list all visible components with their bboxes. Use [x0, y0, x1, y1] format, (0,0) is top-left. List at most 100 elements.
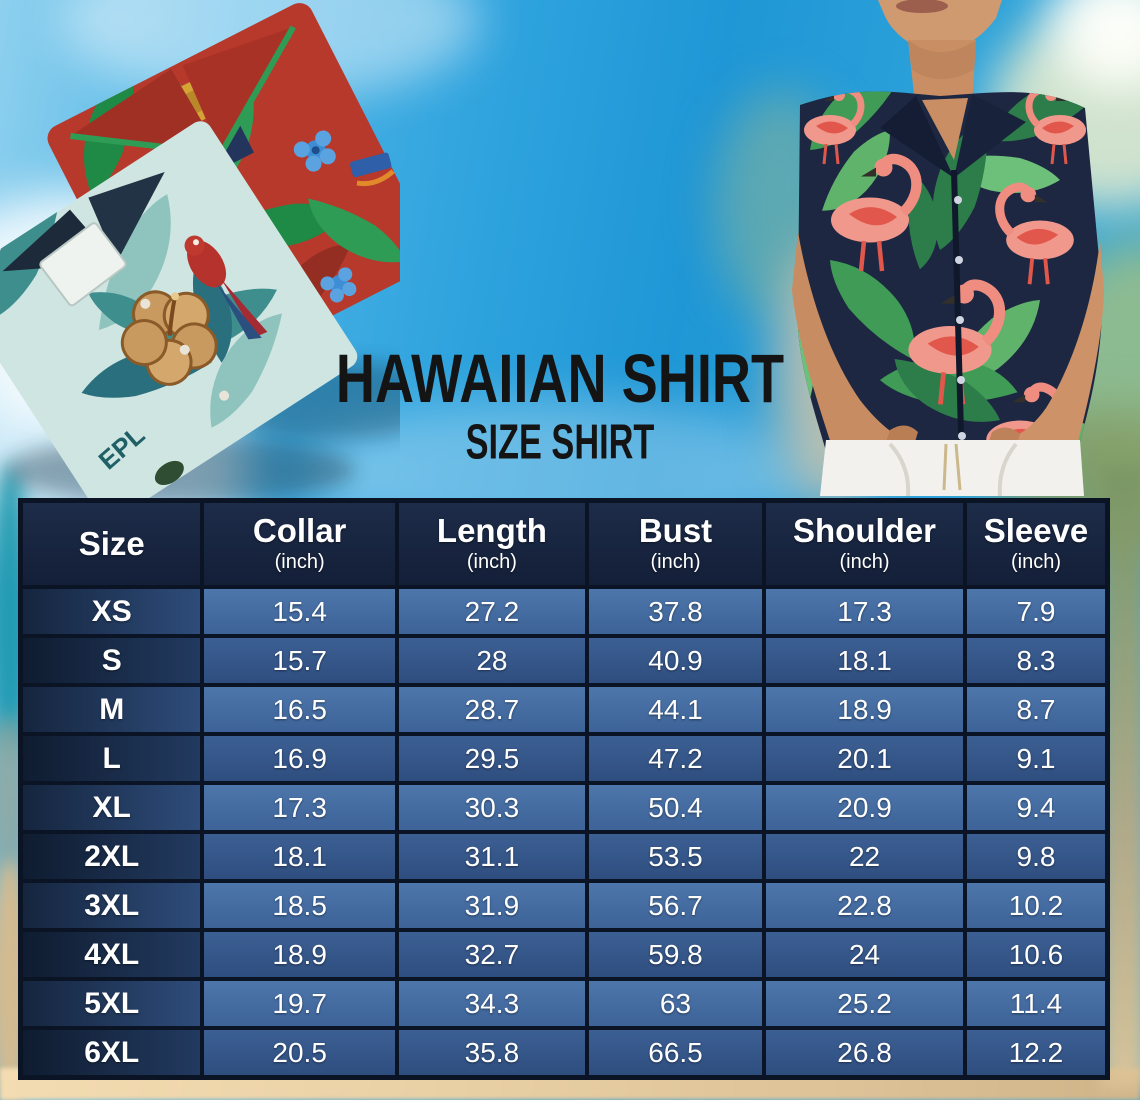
header-bust: Bust (inch)	[588, 503, 763, 585]
table-cell: 56.7	[588, 883, 763, 928]
table-cell: 63	[588, 981, 763, 1026]
title-block: HAWAIIAN SHIRT SIZE SHIRT	[310, 341, 810, 470]
right-arm	[792, 232, 908, 472]
parrot	[184, 235, 268, 340]
button	[219, 390, 230, 401]
table-cell: 26.8	[766, 1030, 963, 1075]
teal-hawaiian-shirt: EPL	[0, 121, 358, 500]
table-cell: 50.4	[588, 785, 763, 830]
header-length: Length (inch)	[398, 503, 585, 585]
button	[954, 196, 962, 204]
table-cell: 11.4	[966, 981, 1105, 1026]
table-cell: 22.8	[766, 883, 963, 928]
table-cell: 8.3	[966, 638, 1105, 683]
table-cell: 47.2	[588, 736, 763, 781]
table-cell: 37.8	[588, 589, 763, 634]
table-cell: 34.3	[398, 981, 585, 1026]
table-cell: 25.2	[766, 981, 963, 1026]
size-label: S	[23, 638, 201, 683]
header-collar: Collar (inch)	[204, 503, 395, 585]
size-label: 5XL	[23, 981, 201, 1026]
size-label: M	[23, 687, 201, 732]
collar-left-lapel	[880, 96, 954, 178]
table-cell: 22	[766, 834, 963, 879]
man-chin	[878, 0, 1002, 52]
table-cell: 40.9	[588, 638, 763, 683]
size-label: 2XL	[23, 834, 201, 879]
table-cell: 8.7	[966, 687, 1105, 732]
left-arm	[1004, 240, 1104, 472]
table-cell: 12.2	[966, 1030, 1105, 1075]
blue-hibiscus	[320, 267, 357, 303]
drawstring	[942, 443, 962, 491]
table-cell: 27.2	[398, 589, 585, 634]
table-cell: 17.3	[204, 785, 395, 830]
button	[140, 298, 151, 309]
table-cell: 66.5	[588, 1030, 763, 1075]
table-cell: 30.3	[398, 785, 585, 830]
size-label: XL	[23, 785, 201, 830]
tan-hibiscus	[120, 290, 218, 386]
table-cell: 16.5	[204, 687, 395, 732]
table-cell: 20.5	[204, 1030, 395, 1075]
table-cell: 59.8	[588, 932, 763, 977]
table-cell: 17.3	[766, 589, 963, 634]
page-subtitle: SIZE SHIRT	[465, 415, 655, 470]
duck-print	[154, 460, 184, 486]
table-cell: 9.1	[966, 736, 1105, 781]
table-cell: 18.9	[766, 687, 963, 732]
header-sleeve: Sleeve (inch)	[966, 503, 1105, 585]
button	[957, 376, 965, 384]
collar-right-lapel	[954, 94, 1026, 178]
table-cell: 10.2	[966, 883, 1105, 928]
table-cell: 20.9	[766, 785, 963, 830]
table-cell: 24	[766, 932, 963, 977]
button	[956, 316, 964, 324]
pocket-seam	[888, 442, 911, 496]
man-mouth	[896, 0, 948, 13]
table-cell: 18.1	[766, 638, 963, 683]
table-cell: 35.8	[398, 1030, 585, 1075]
table-cell: 9.8	[966, 834, 1105, 879]
sleeve-logo	[350, 152, 395, 187]
folded-shirts-photo: EPL	[0, 3, 400, 500]
header-shoulder: Shoulder (inch)	[766, 503, 963, 585]
button	[958, 432, 966, 440]
size-label: 3XL	[23, 883, 201, 928]
man-flamingo-shirt-photo	[792, 0, 1104, 496]
blue-hibiscus	[293, 130, 336, 172]
table-cell: 20.1	[766, 736, 963, 781]
button	[179, 344, 190, 355]
table-cell: 15.4	[204, 589, 395, 634]
table-cell: 28.7	[398, 687, 585, 732]
table-cell: 15.7	[204, 638, 395, 683]
table-cell: 18.1	[204, 834, 395, 879]
table-cell: 31.1	[398, 834, 585, 879]
chest-skin	[922, 98, 968, 160]
table-cell: 19.7	[204, 981, 395, 1026]
page-title: HAWAIIAN SHIRT	[335, 340, 785, 418]
table-cell: 28	[398, 638, 585, 683]
table-cell: 16.9	[204, 736, 395, 781]
table-cell: 53.5	[588, 834, 763, 879]
size-table: Size Collar (inch) Length (inch) Bust (inch…	[18, 498, 1110, 1080]
size-label: 6XL	[23, 1030, 201, 1075]
table-cell: 10.6	[966, 932, 1105, 977]
size-label: L	[23, 736, 201, 781]
size-label: XS	[23, 589, 201, 634]
chest-pocket	[39, 222, 127, 307]
pocket-seam	[997, 442, 1018, 496]
table-cell: 29.5	[398, 736, 585, 781]
table-cell: 44.1	[588, 687, 763, 732]
table-cell: 18.9	[204, 932, 395, 977]
collar-right	[182, 26, 294, 154]
button	[955, 256, 963, 264]
size-label: 4XL	[23, 932, 201, 977]
table-cell: 32.7	[398, 932, 585, 977]
header-size: Size	[23, 503, 201, 585]
table-cell: 9.4	[966, 785, 1105, 830]
neck-shadow	[908, 40, 976, 79]
table-cell: 7.9	[966, 589, 1105, 634]
table-cell: 18.5	[204, 883, 395, 928]
